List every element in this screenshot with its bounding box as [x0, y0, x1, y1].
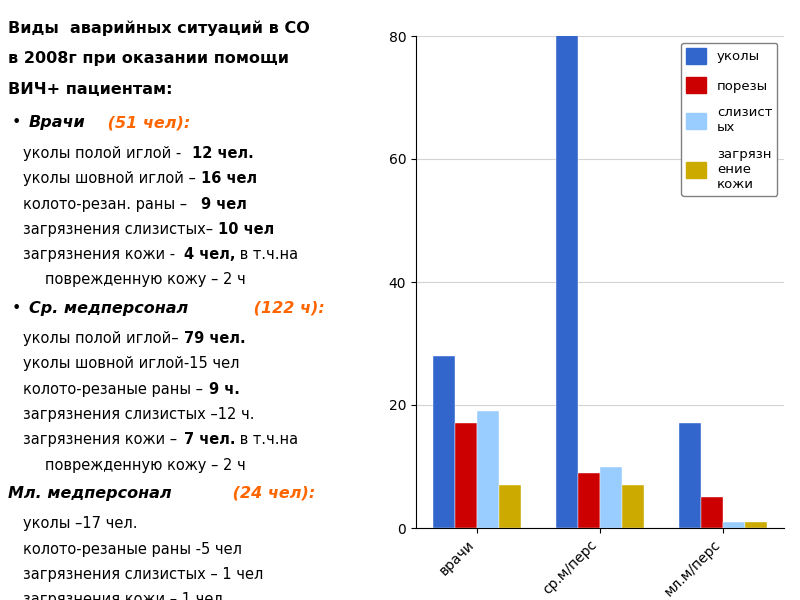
Text: уколы полой иглой–: уколы полой иглой– — [23, 331, 184, 346]
Text: колото-резаные раны –: колото-резаные раны – — [23, 382, 208, 397]
Text: колото-резаные раны -5 чел: колото-резаные раны -5 чел — [23, 542, 242, 557]
Bar — [678, 424, 701, 528]
Text: 79 чел.: 79 чел. — [184, 331, 246, 346]
Bar — [455, 424, 477, 528]
Text: в т.ч.на: в т.ч.на — [234, 433, 298, 448]
Text: поврежденную кожу – 2 ч: поврежденную кожу – 2 ч — [31, 458, 246, 473]
Text: 4 чел,: 4 чел, — [184, 247, 235, 262]
Text: ВИЧ+ пациентам:: ВИЧ+ пациентам: — [8, 82, 173, 97]
Text: уколы шовной иглой –: уколы шовной иглой – — [23, 171, 201, 186]
Bar — [600, 467, 622, 528]
Legend: уколы, порезы, слизист
ых, загрязн
ение
кожи: уколы, порезы, слизист ых, загрязн ение … — [681, 43, 778, 196]
Bar — [723, 522, 745, 528]
Text: загрязнения слизистых –12 ч.: загрязнения слизистых –12 ч. — [23, 407, 255, 422]
Bar — [556, 0, 578, 528]
Text: загрязнения слизистых–: загрязнения слизистых– — [23, 222, 218, 237]
Text: загрязнения слизистых – 1 чел: загрязнения слизистых – 1 чел — [23, 567, 264, 582]
Text: в 2008г при оказании помощи: в 2008г при оказании помощи — [8, 51, 289, 66]
Text: Мл. медперсонал: Мл. медперсонал — [8, 486, 172, 501]
Text: Виды  аварийных ситуаций в СО: Виды аварийных ситуаций в СО — [8, 20, 310, 36]
Text: загрязнения кожи –: загрязнения кожи – — [23, 433, 182, 448]
Text: 16 чел: 16 чел — [201, 171, 257, 186]
Text: (51 чел):: (51 чел): — [102, 115, 190, 130]
Text: в т.ч.на: в т.ч.на — [234, 247, 298, 262]
Text: (122 ч):: (122 ч): — [248, 301, 325, 316]
Text: уколы шовной иглой-15 чел: уколы шовной иглой-15 чел — [23, 356, 240, 371]
Text: •: • — [12, 115, 22, 130]
Bar — [499, 485, 522, 528]
Bar — [622, 485, 644, 528]
Text: уколы –17 чел.: уколы –17 чел. — [23, 517, 138, 532]
Bar — [578, 473, 600, 528]
Text: Врачи: Врачи — [29, 115, 86, 130]
Bar — [701, 497, 723, 528]
Text: 9 чел: 9 чел — [201, 197, 246, 212]
Text: уколы полой иглой -: уколы полой иглой - — [23, 146, 186, 161]
Bar — [433, 356, 455, 528]
Text: 12 чел.: 12 чел. — [192, 146, 254, 161]
Text: колото-резан. раны –: колото-резан. раны – — [23, 197, 192, 212]
Text: загрязнения кожи -: загрязнения кожи - — [23, 247, 180, 262]
Text: поврежденную кожу – 2 ч: поврежденную кожу – 2 ч — [31, 272, 246, 287]
Text: 7 чел.: 7 чел. — [184, 433, 235, 448]
Text: загрязнения кожи – 1 чел: загрязнения кожи – 1 чел — [23, 592, 223, 600]
Text: 10 чел: 10 чел — [218, 222, 274, 237]
Text: Ср. медперсонал: Ср. медперсонал — [29, 301, 188, 316]
Text: 9 ч.: 9 ч. — [210, 382, 240, 397]
Text: (24 чел):: (24 чел): — [227, 486, 315, 501]
Text: •: • — [12, 301, 22, 316]
Bar — [477, 411, 499, 528]
Bar — [745, 522, 767, 528]
